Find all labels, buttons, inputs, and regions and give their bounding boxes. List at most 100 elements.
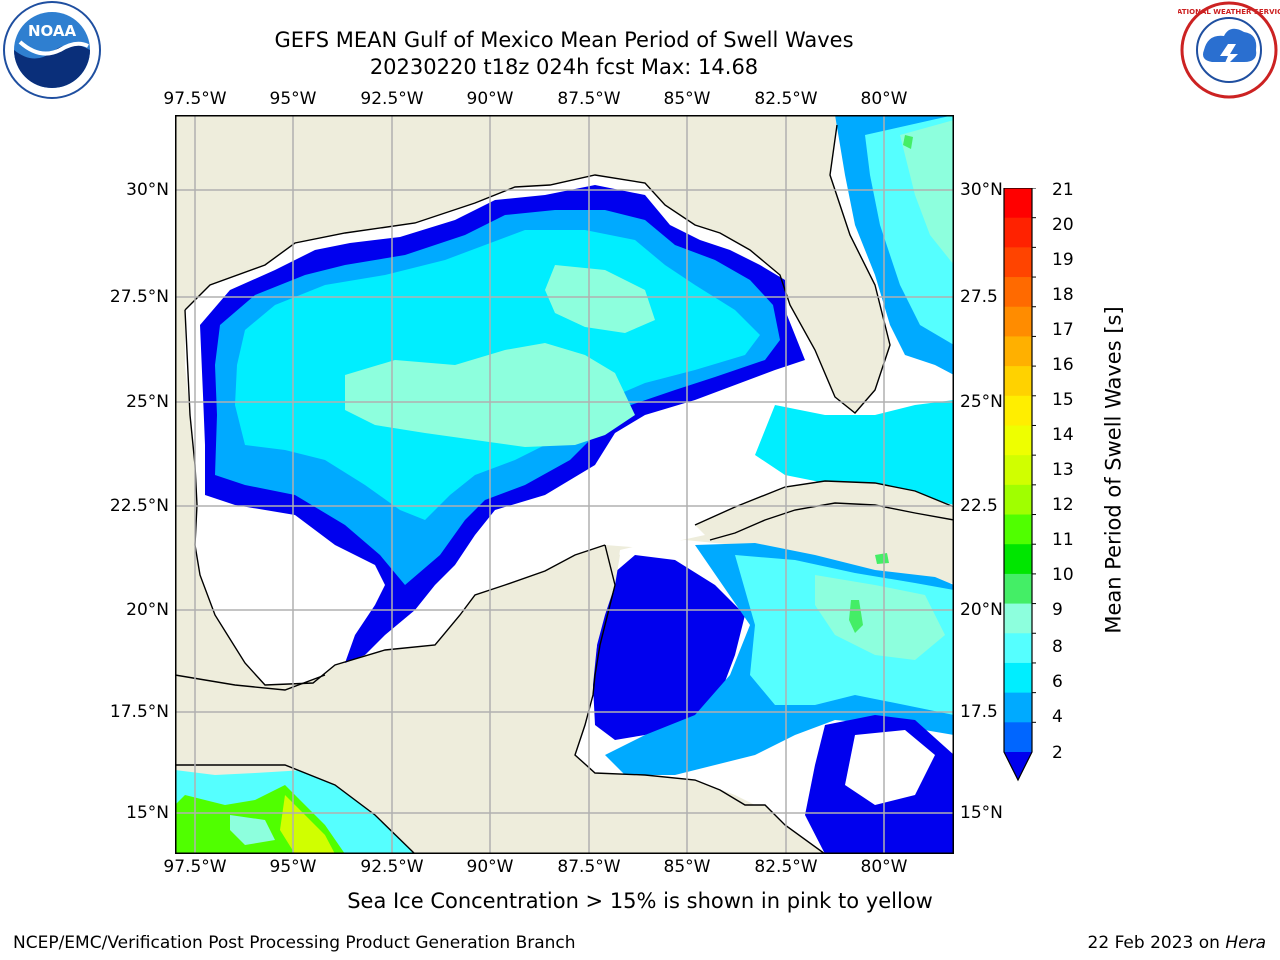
colorbar-tick: 14 <box>1052 425 1074 445</box>
colorbar-tick: 9 <box>1052 600 1063 620</box>
noaa-logo: NOAA <box>0 0 104 104</box>
colorbar-segment <box>1004 662 1032 694</box>
bottom-lon-tick: 80°W <box>860 857 908 877</box>
right-lat-tick: 20°N <box>960 600 1003 620</box>
right-lat-tick: 30°N <box>960 180 1003 200</box>
colorbar-tick: 17 <box>1052 320 1074 340</box>
right-lat-tick: 27.5 <box>960 287 998 307</box>
top-lon-tick: 80°W <box>860 89 908 109</box>
swell-9-10s-patch <box>875 553 889 564</box>
colorbar-tick: 20 <box>1052 215 1074 235</box>
colorbar-segment <box>1004 514 1032 545</box>
footer-credit: NCEP/EMC/Verification Post Processing Pr… <box>13 933 576 953</box>
swell-8-9s-patch <box>545 265 655 333</box>
colorbar-segment <box>1004 217 1032 248</box>
nws-logo-text: NATIONAL WEATHER SERVICE <box>1178 8 1280 16</box>
colorbar-segment <box>1004 573 1032 605</box>
left-lat-tick: 17.5°N <box>109 702 169 722</box>
top-lon-tick: 87.5°W <box>557 89 621 109</box>
swell-8-9s-patch <box>900 120 954 265</box>
map-panel <box>174 115 955 855</box>
colorbar-tick: 8 <box>1052 637 1063 657</box>
swell-9-10s-patch <box>849 600 863 633</box>
colorbar-tick: 10 <box>1052 565 1074 585</box>
top-lon-tick: 82.5°W <box>754 89 818 109</box>
footer-date: 22 Feb 2023 on Hera <box>1088 932 1266 954</box>
colorbar-segment <box>1004 603 1032 634</box>
colorbar-tick: 6 <box>1052 672 1063 692</box>
coastlines <box>174 124 955 855</box>
map-canvas <box>174 115 955 855</box>
left-lat-tick: 30°N <box>126 180 169 200</box>
bottom-lon-tick: 97.5°W <box>163 857 227 877</box>
top-lon-tick: 92.5°W <box>360 89 424 109</box>
swell-2-4s-band <box>593 555 745 740</box>
colorbar-tick: 11 <box>1052 530 1074 550</box>
colorbar-segment <box>1004 455 1032 486</box>
left-lat-tick: 27.5°N <box>109 287 169 307</box>
colorbar-segment <box>1004 544 1032 575</box>
colorbar-tick: 2 <box>1052 743 1063 763</box>
right-lat-tick: 17.5 <box>960 702 998 722</box>
footer-host: Hera <box>1225 933 1266 953</box>
left-lat-tick: 22.5°N <box>109 496 169 516</box>
bottom-lon-tick: 87.5°W <box>557 857 621 877</box>
top-lon-tick: 95°W <box>269 89 317 109</box>
top-lon-tick: 90°W <box>466 89 514 109</box>
caribbean-white-gap <box>845 730 935 805</box>
colorbar-tick: 15 <box>1052 390 1074 410</box>
colorbar-outline <box>1003 187 1033 782</box>
colorbar-tick: 13 <box>1052 460 1074 480</box>
colorbar-extend-triangle <box>1004 752 1032 780</box>
sea-ice-note-text: Sea Ice Concentration > 15% is shown in … <box>347 889 933 913</box>
right-lat-tick: 22.5 <box>960 496 998 516</box>
right-lat-tick: 15°N <box>960 803 1003 823</box>
central-america-land <box>175 650 815 854</box>
colorbar-tick: 19 <box>1052 250 1074 270</box>
colorbar-segment <box>1004 633 1032 664</box>
colorbar-tick: 16 <box>1052 355 1074 375</box>
colorbar-tick: 4 <box>1052 707 1063 727</box>
bottom-lon-tick: 90°W <box>466 857 514 877</box>
colorbar-segment <box>1004 306 1032 337</box>
colorbar-label: Mean Period of Swell Waves [s] <box>1101 306 1126 634</box>
map-border <box>175 115 954 854</box>
colorbar-segment <box>1004 366 1032 397</box>
colorbar <box>1002 187 1038 782</box>
cuba-land <box>695 481 954 540</box>
swell-9-10s-patch <box>903 135 913 149</box>
swell-6-8s-band <box>755 400 954 505</box>
colorbar-segment <box>1004 247 1032 278</box>
colorbar-segment <box>1004 425 1032 456</box>
swell-8-9s-patch <box>815 575 945 660</box>
chart-title-line2: 20230220 t18z 024h fcst Max: 14.68 <box>369 55 759 79</box>
left-lat-tick: 15°N <box>126 803 169 823</box>
left-lat-tick: 20°N <box>126 600 169 620</box>
gridlines <box>175 115 954 854</box>
noaa-logo-text: NOAA <box>28 22 77 40</box>
pacific-cyan <box>230 815 275 845</box>
bottom-lon-tick: 82.5°W <box>754 857 818 877</box>
colorbar-segment <box>1004 395 1032 426</box>
sea-ice-note: Sea Ice Concentration > 15% is shown in … <box>0 889 1280 913</box>
top-lon-tick: 85°W <box>663 89 711 109</box>
bottom-lon-tick: 92.5°W <box>360 857 424 877</box>
colorbar-segment <box>1004 692 1032 723</box>
colorbar-tick: 21 <box>1052 180 1074 200</box>
right-lat-tick: 25°N <box>960 392 1003 412</box>
colorbar-tick: 18 <box>1052 285 1074 305</box>
colorbar-segment <box>1004 722 1032 753</box>
bottom-lon-tick: 85°W <box>663 857 711 877</box>
chart-title-line1: GEFS MEAN Gulf of Mexico Mean Period of … <box>274 28 854 52</box>
footer-date-text: 22 Feb 2023 on <box>1087 933 1226 953</box>
colorbar-label-wrap: Mean Period of Swell Waves [s] <box>950 306 1250 633</box>
left-lat-tick: 25°N <box>126 392 169 412</box>
yucatan-land <box>460 545 620 745</box>
colorbar-svg <box>1003 187 1038 782</box>
nws-logo: NATIONAL WEATHER SERVICE <box>1171 0 1280 100</box>
colorbar-segment <box>1004 484 1032 516</box>
top-lon-tick: 97.5°W <box>163 89 227 109</box>
colorbar-segment <box>1004 277 1032 308</box>
colorbar-segment <box>1004 188 1032 219</box>
colorbar-tick: 12 <box>1052 495 1074 515</box>
